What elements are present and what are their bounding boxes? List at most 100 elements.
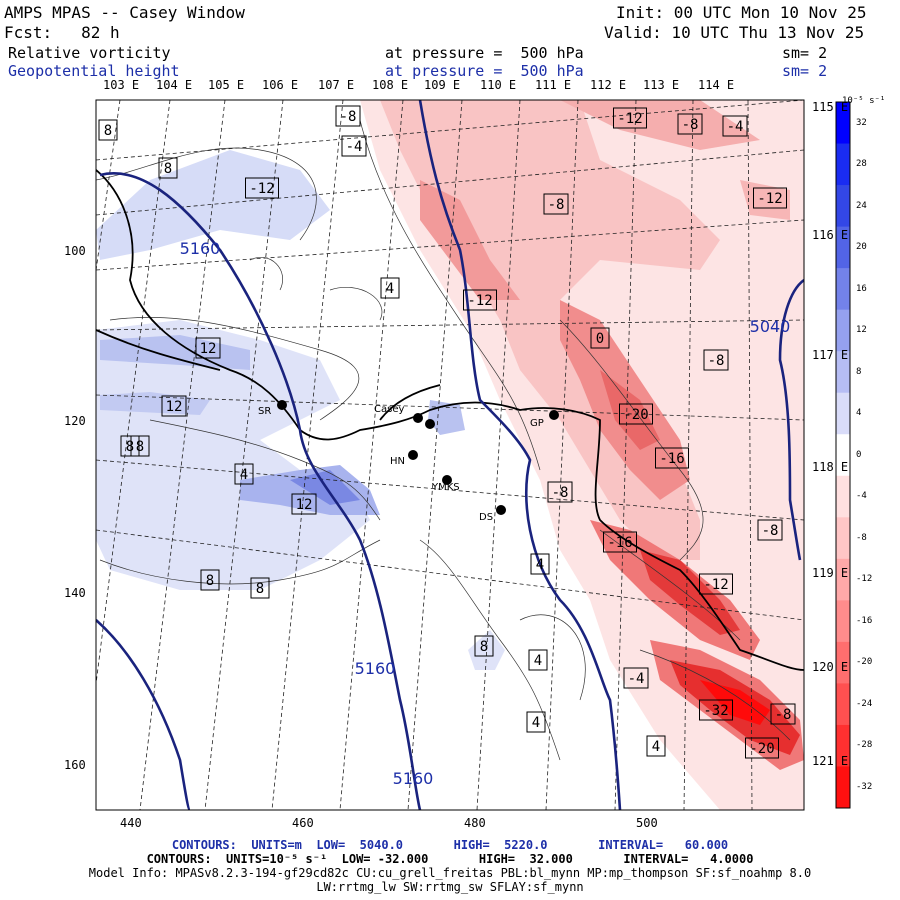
colorbar-swatch [836, 185, 850, 228]
y-tick-label: 120 [64, 414, 86, 428]
colorbar-label: 0 [856, 449, 862, 460]
colorbar-label: -4 [856, 491, 867, 502]
lon-label-top: 112 E [590, 78, 627, 92]
vorticity-label: -12 [249, 181, 274, 197]
vorticity-label: -12 [703, 577, 728, 593]
vorticity-label: -16 [607, 535, 632, 551]
forecast-hour: Fcst: 82 h [4, 23, 120, 42]
vorticity-label-box [603, 531, 637, 553]
vorticity-label-box [757, 519, 783, 541]
lon-label-top: 110 E [480, 78, 517, 92]
vorticity-contour-info: CONTOURS: UNITS=10⁻⁵ s⁻¹ LOW= -32.000 HI… [146, 852, 754, 866]
y-tick-label: 160 [64, 758, 86, 772]
colorbar-swatch [836, 268, 850, 311]
positive-vorticity-shading [96, 150, 505, 670]
vorticity-label: 8 [480, 639, 488, 655]
vorticity-label: -8 [762, 523, 779, 539]
vorticity-label: 8 [104, 123, 112, 139]
colorbar-swatch [836, 434, 850, 477]
colorbar-swatch [836, 309, 850, 352]
model-info-2: LW:rrtmg_lw SW:rrtmg_sw SFLAY:sf_mynn [316, 880, 584, 894]
vorticity-label-box [195, 337, 221, 359]
vorticity-label: -4 [628, 671, 645, 687]
colorbar-label: 4 [856, 408, 862, 419]
colorbar-swatch [836, 683, 850, 726]
station-label: GP [530, 418, 544, 429]
vorticity-label: -20 [749, 741, 774, 757]
vorticity-map: SR Casey HN YMKS GP DS 8 -8 -4 -12 -8 -4 8 -12 -12 -8 4… [95, 99, 851, 811]
lon-label-right: 116 E [812, 228, 849, 242]
vorticity-label-box [623, 667, 649, 689]
vorticity-label-box [753, 187, 787, 209]
lon-label-top: 103 E [103, 78, 140, 92]
colorbar-swatch [836, 517, 850, 560]
vorticity-label-box [528, 649, 548, 671]
y-tick-label: 140 [64, 586, 86, 600]
colorbar-swatch [836, 226, 850, 269]
colorbar-swatch [836, 143, 850, 186]
height-labels-layer: 5160 5160 [355, 659, 434, 788]
colorbar-swatch [836, 724, 850, 767]
vorticity-label-box [543, 193, 569, 215]
colorbar-label: -28 [856, 740, 873, 751]
vorticity-label: -8 [775, 707, 792, 723]
height-contour-info: CONTOURS: UNITS=m LOW= 5040.0 HIGH= 5220… [171, 838, 729, 852]
x-tick-label: 480 [464, 816, 486, 830]
colorbar-swatch [836, 766, 850, 809]
vorticity-label: 8 [136, 439, 144, 455]
vorticity-label: -12 [617, 111, 642, 127]
colorbar-label: -24 [856, 698, 873, 709]
colorbar-swatch [836, 351, 850, 394]
vorticity-label: -12 [467, 293, 492, 309]
colorbar-swatch [836, 641, 850, 684]
vorticity-label-box [526, 711, 546, 733]
colorbar-label: -20 [856, 657, 873, 668]
vorticity-label-box [699, 573, 733, 595]
vorticity-label: -8 [548, 197, 565, 213]
map-title: AMPS MPAS -- Casey Window [4, 3, 245, 22]
vorticity-label-box [341, 135, 367, 157]
vorticity-label: 8 [164, 161, 172, 177]
vorticity-label: 4 [536, 557, 544, 573]
lon-label-right: 120 E [812, 660, 849, 674]
vorticity-label: -32 [703, 703, 728, 719]
vorticity-label: -20 [623, 407, 648, 423]
valid-time: Valid: 10 UTC Thu 13 Nov 25 [604, 23, 865, 42]
colorbar-label: -32 [856, 782, 873, 792]
colorbar-swatch [836, 102, 850, 145]
station-label: YMKS [431, 482, 460, 493]
colorbar-label: -8 [856, 532, 867, 543]
lon-label-right: 115 E [812, 100, 849, 114]
vorticity-label: 12 [296, 497, 313, 513]
vorticity-label: 12 [166, 399, 183, 415]
colorbar-swatch [836, 558, 850, 601]
vorticity-label-box [530, 553, 550, 575]
x-tick-label: 440 [120, 816, 142, 830]
x-tick-label: 460 [292, 816, 314, 830]
lon-label-top: 108 E [372, 78, 409, 92]
vorticity-label: -12 [757, 191, 782, 207]
stations-layer: SR Casey HN YMKS GP DS [258, 400, 559, 523]
vorticity-label-box [335, 105, 361, 127]
init-time: Init: 00 UTC Mon 10 Nov 25 [616, 3, 867, 22]
vorticity-label-box [158, 157, 178, 179]
height-label: 5160 [180, 239, 221, 258]
vorticity-label: 12 [200, 341, 217, 357]
colorbar-label: 20 [856, 242, 867, 253]
vorticity-label-box [234, 463, 254, 485]
lon-label-top: 114 E [698, 78, 735, 92]
colorbar-swatch [836, 475, 850, 518]
lon-label-right: 118 E [812, 460, 849, 474]
vorticity-label-box [613, 107, 647, 129]
station-label: DS [479, 512, 493, 523]
vorticity-label: 0 [596, 331, 604, 347]
vorticity-contours [96, 119, 791, 761]
vorticity-label: -8 [340, 109, 357, 125]
vorticity-label: 8 [206, 573, 214, 589]
vorticity-label-box [161, 395, 187, 417]
vorticity-label-box [98, 119, 118, 141]
vorticity-label: -4 [727, 119, 744, 135]
colorbar-label: 12 [856, 325, 867, 336]
vorticity-label: -16 [659, 451, 684, 467]
colorbar-label: 16 [856, 283, 867, 294]
